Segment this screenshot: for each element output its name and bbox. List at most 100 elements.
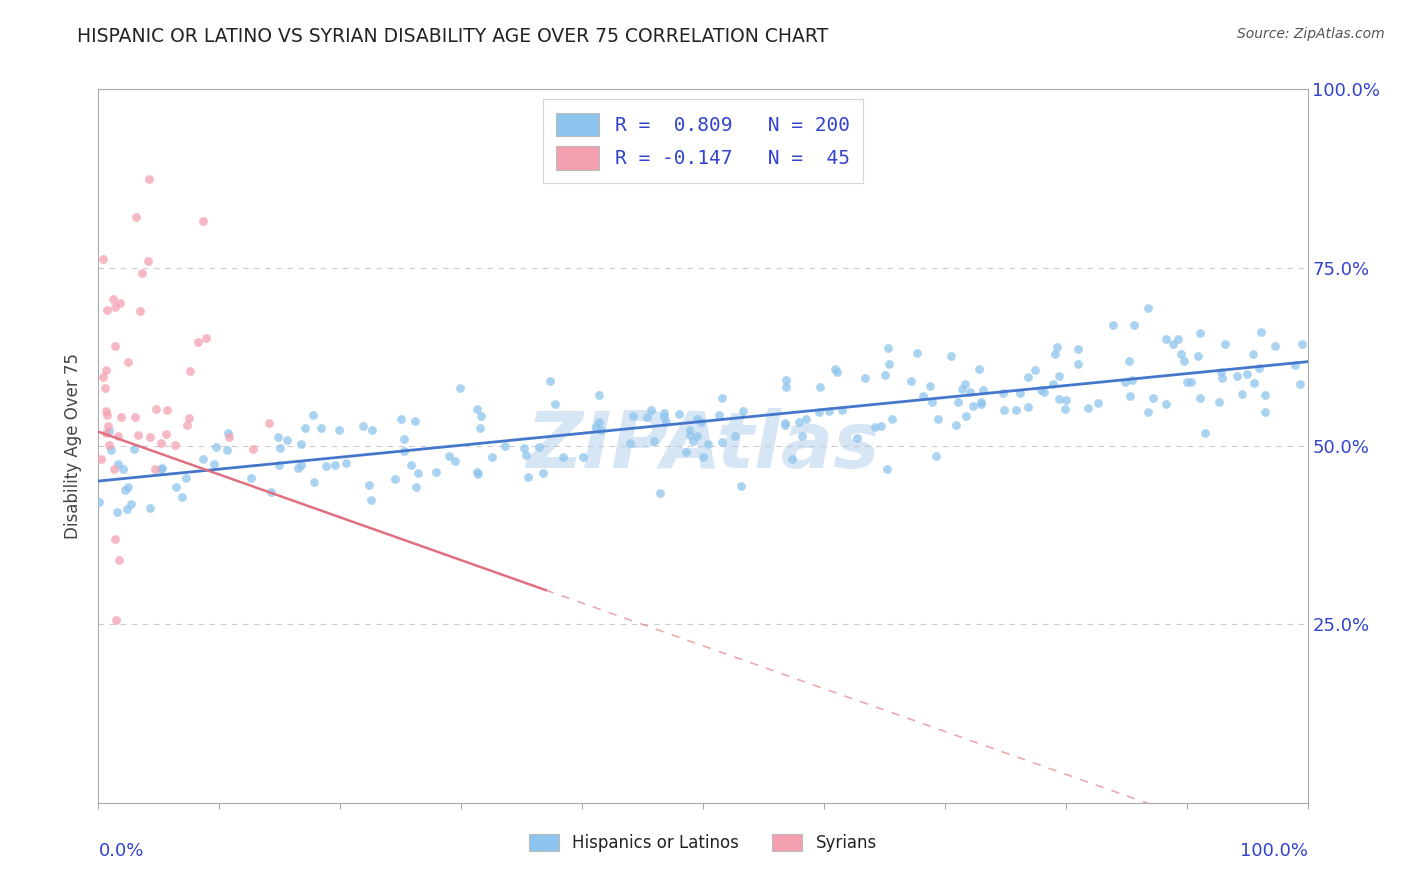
Point	[1247, 361, 1270, 376]
Point	[972, 383, 994, 397]
Point	[824, 362, 846, 376]
Point	[640, 402, 662, 417]
Point	[105, 505, 128, 519]
Point	[301, 408, 323, 422]
Point	[1043, 346, 1066, 360]
Point	[589, 423, 612, 437]
Point	[389, 411, 412, 425]
Point	[239, 471, 262, 485]
Point	[950, 382, 973, 396]
Point	[1047, 392, 1070, 406]
Point	[1136, 405, 1159, 419]
Point	[882, 412, 904, 426]
Point	[87, 494, 110, 508]
Point	[515, 449, 537, 463]
Point	[204, 457, 226, 471]
Point	[117, 355, 139, 369]
Point	[1046, 341, 1069, 355]
Point	[696, 436, 718, 450]
Point	[1180, 375, 1202, 389]
Point	[807, 405, 830, 419]
Point	[1173, 354, 1195, 368]
Point	[643, 434, 665, 448]
Point	[172, 490, 194, 504]
Point	[470, 409, 492, 423]
Point	[287, 460, 309, 475]
Point	[1250, 325, 1272, 339]
Point	[101, 292, 124, 306]
Point	[1121, 373, 1143, 387]
Point	[845, 431, 868, 445]
Point	[269, 441, 291, 455]
Point	[817, 403, 839, 417]
Point	[1284, 358, 1306, 372]
Point	[194, 331, 217, 345]
Point	[1047, 369, 1070, 384]
Point	[1067, 342, 1090, 356]
Point	[361, 423, 384, 437]
Point	[143, 462, 166, 476]
Point	[1017, 401, 1039, 415]
Point	[1077, 401, 1099, 416]
Point	[853, 370, 876, 384]
Point	[1029, 383, 1052, 397]
Point	[790, 429, 813, 443]
Point	[1226, 368, 1249, 383]
Point	[267, 430, 290, 444]
Point	[302, 475, 325, 489]
Point	[1024, 363, 1046, 377]
Point	[94, 381, 117, 395]
Point	[948, 394, 970, 409]
Point	[918, 378, 941, 392]
Point	[191, 214, 214, 228]
Point	[384, 472, 406, 486]
Point	[104, 301, 127, 315]
Point	[531, 466, 554, 480]
Point	[970, 397, 993, 411]
Point	[179, 411, 201, 425]
Point	[650, 486, 672, 500]
Point	[654, 409, 676, 424]
Point	[150, 436, 173, 450]
Point	[138, 172, 160, 186]
Point	[955, 409, 977, 423]
Point	[163, 437, 186, 451]
Point	[156, 402, 179, 417]
Point	[187, 334, 209, 349]
Point	[91, 370, 114, 384]
Point	[1194, 425, 1216, 440]
Point	[108, 295, 131, 310]
Point	[125, 210, 148, 224]
Point	[572, 450, 595, 464]
Point	[294, 421, 316, 435]
Point	[357, 477, 380, 491]
Point	[104, 339, 127, 353]
Point	[512, 441, 534, 455]
Point	[1236, 368, 1258, 382]
Point	[991, 386, 1014, 401]
Point	[405, 479, 427, 493]
Point	[877, 358, 900, 372]
Point	[588, 415, 610, 429]
Point	[692, 450, 714, 465]
Point	[1054, 402, 1077, 417]
Point	[621, 409, 644, 424]
Point	[1004, 403, 1026, 417]
Point	[1241, 347, 1264, 361]
Point	[959, 384, 981, 399]
Point	[315, 458, 337, 473]
Point	[1017, 369, 1039, 384]
Point	[794, 412, 817, 426]
Point	[103, 461, 125, 475]
Point	[352, 418, 374, 433]
Point	[585, 419, 607, 434]
Point	[217, 425, 239, 440]
Point	[1161, 337, 1184, 351]
Point	[468, 420, 491, 434]
Point	[825, 365, 848, 379]
Point	[538, 374, 561, 388]
Point	[465, 401, 488, 416]
Point	[120, 497, 142, 511]
Point	[108, 553, 131, 567]
Point	[1087, 396, 1109, 410]
